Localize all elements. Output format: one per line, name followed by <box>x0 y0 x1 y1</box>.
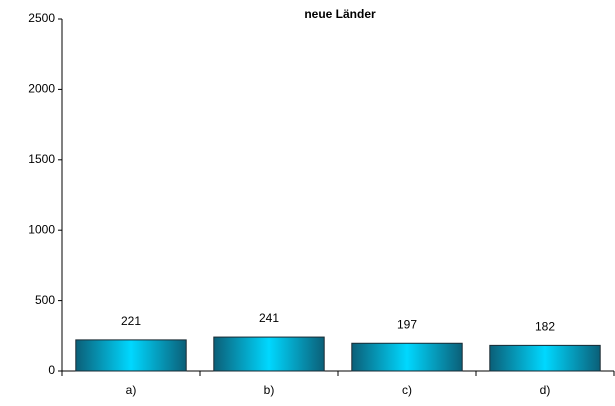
bar <box>351 342 463 372</box>
x-tick-label: d) <box>540 383 551 397</box>
x-tick-label: b) <box>264 383 275 397</box>
bar <box>489 344 601 372</box>
x-tick-label: c) <box>402 383 412 397</box>
y-tick-label: 0 <box>48 363 55 377</box>
chart-title: neue Länder <box>304 7 376 21</box>
y-tick-label: 2500 <box>28 11 55 25</box>
y-tick-label: 1000 <box>28 222 55 236</box>
data-label: 182 <box>535 320 555 334</box>
y-tick-label: 500 <box>35 293 55 307</box>
data-label: 241 <box>259 311 279 325</box>
bar <box>213 336 325 372</box>
data-label: 197 <box>397 317 417 331</box>
x-tick-label: a) <box>126 383 137 397</box>
data-label: 221 <box>121 314 141 328</box>
y-tick-label: 1500 <box>28 152 55 166</box>
bar <box>75 339 187 372</box>
y-tick-label: 2000 <box>28 82 55 96</box>
